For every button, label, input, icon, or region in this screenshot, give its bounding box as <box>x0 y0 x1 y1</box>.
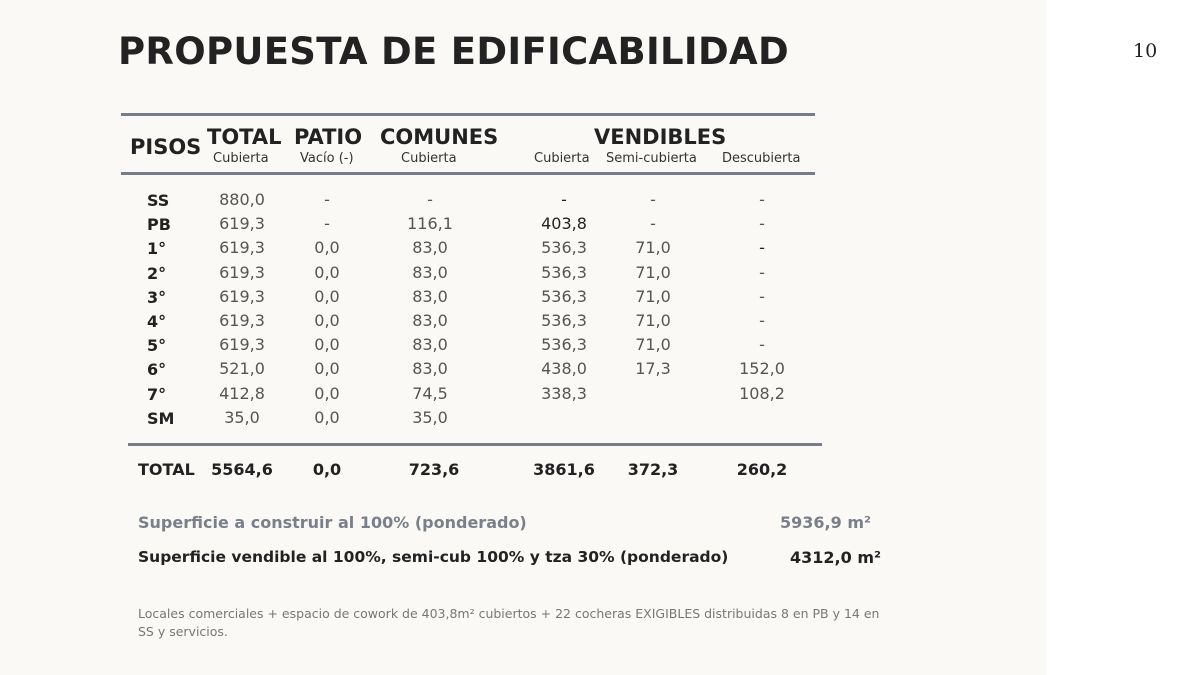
cell-vend-cubierta: 536,3 <box>541 287 587 306</box>
cell-vend-cubierta: 536,3 <box>541 238 587 257</box>
page-title: PROPUESTA DE EDIFICABILIDAD <box>118 30 789 73</box>
cell-vend-cubierta: 536,3 <box>541 263 587 282</box>
cell-patio: - <box>324 190 330 209</box>
cell-patio: 0,0 <box>314 335 340 354</box>
footnote: Locales comerciales + espacio de cowork … <box>138 606 880 639</box>
cell-vend-desc: - <box>759 214 765 233</box>
cell-vend-cubierta: 438,0 <box>541 359 587 378</box>
cell-patio: 0,0 <box>314 311 340 330</box>
cell-vend-desc: - <box>759 287 765 306</box>
totals-vend-semi: 372,3 <box>627 460 679 479</box>
header-vendibles-cubierta-sub: Cubierta <box>534 151 590 166</box>
header-vendibles-desc-sub: Descubierta <box>722 151 801 166</box>
row-floor-label: 5° <box>147 336 167 355</box>
row-floor-label: SM <box>147 409 175 428</box>
summary-vendible-value: 4312,0 m² <box>790 548 881 567</box>
cell-vend-desc: - <box>759 335 765 354</box>
header-comunes-sub: Cubierta <box>401 151 457 166</box>
cell-total: 35,0 <box>224 408 260 427</box>
row-floor-label: 4° <box>147 312 167 331</box>
cell-vend-semi: 17,3 <box>635 359 671 378</box>
cell-vend-desc: 152,0 <box>739 359 785 378</box>
totals-vend-cubierta: 3861,6 <box>533 460 595 479</box>
cell-patio: 0,0 <box>314 408 340 427</box>
cell-comunes: 83,0 <box>412 238 448 257</box>
cell-comunes: - <box>427 190 433 209</box>
cell-vend-semi: 71,0 <box>635 311 671 330</box>
totals-total: 5564,6 <box>211 460 273 479</box>
cell-comunes: 74,5 <box>412 384 448 403</box>
cell-patio: 0,0 <box>314 359 340 378</box>
summary-construir-value: 5936,9 m² <box>780 513 871 532</box>
table-header-rule <box>121 172 815 175</box>
summary-construir-label: Superficie a construir al 100% (ponderad… <box>138 513 527 532</box>
cell-patio: - <box>324 214 330 233</box>
cell-vend-desc: - <box>759 190 765 209</box>
cell-total: 619,3 <box>219 238 265 257</box>
table-top-rule <box>121 113 815 116</box>
cell-total: 619,3 <box>219 311 265 330</box>
row-floor-label: 3° <box>147 288 167 307</box>
cell-patio: 0,0 <box>314 287 340 306</box>
header-pisos: PISOS <box>130 135 202 159</box>
cell-vend-semi: - <box>650 190 656 209</box>
summary-vendible-label: Superficie vendible al 100%, semi-cub 10… <box>138 548 729 566</box>
cell-total: 619,3 <box>219 214 265 233</box>
cell-vend-semi: - <box>650 214 656 233</box>
totals-vend-desc: 260,2 <box>736 460 788 479</box>
table-bottom-rule <box>128 443 822 446</box>
cell-vend-cubierta: 536,3 <box>541 335 587 354</box>
cell-total: 412,8 <box>219 384 265 403</box>
header-total-sub: Cubierta <box>213 151 269 166</box>
row-floor-label: 6° <box>147 360 167 379</box>
cell-vend-desc: - <box>759 263 765 282</box>
cell-vend-cubierta: 338,3 <box>541 384 587 403</box>
cell-patio: 0,0 <box>314 238 340 257</box>
cell-vend-semi: 71,0 <box>635 263 671 282</box>
cell-comunes: 83,0 <box>412 263 448 282</box>
cell-patio: 0,0 <box>314 384 340 403</box>
cell-total: 619,3 <box>219 287 265 306</box>
cell-vend-desc: - <box>759 238 765 257</box>
cell-comunes: 35,0 <box>412 408 448 427</box>
header-vendibles-semi-sub: Semi-cubierta <box>606 151 697 166</box>
cell-comunes: 83,0 <box>412 311 448 330</box>
cell-comunes: 83,0 <box>412 359 448 378</box>
header-total: TOTAL <box>207 125 282 149</box>
cell-total: 619,3 <box>219 263 265 282</box>
header-patio-sub: Vacío (-) <box>300 151 354 166</box>
cell-patio: 0,0 <box>314 263 340 282</box>
cell-vend-desc: - <box>759 311 765 330</box>
cell-comunes: 83,0 <box>412 335 448 354</box>
cell-comunes: 116,1 <box>407 214 453 233</box>
header-vendibles: VENDIBLES <box>594 125 727 149</box>
cell-total: 880,0 <box>219 190 265 209</box>
row-floor-label: 1° <box>147 239 167 258</box>
cell-total: 521,0 <box>219 359 265 378</box>
cell-comunes: 83,0 <box>412 287 448 306</box>
row-floor-label: PB <box>147 215 171 234</box>
cell-vend-cubierta: 403,8 <box>541 214 587 233</box>
cell-vend-desc: 108,2 <box>739 384 785 403</box>
cell-vend-semi: 71,0 <box>635 335 671 354</box>
cell-vend-semi: 71,0 <box>635 238 671 257</box>
cell-vend-cubierta: - <box>561 190 567 209</box>
row-floor-label: SS <box>147 191 170 210</box>
cell-vend-cubierta: 536,3 <box>541 311 587 330</box>
cell-vend-semi: 71,0 <box>635 287 671 306</box>
totals-label: TOTAL <box>138 460 195 479</box>
cell-total: 619,3 <box>219 335 265 354</box>
row-floor-label: 7° <box>147 385 167 404</box>
header-patio: PATIO <box>294 125 363 149</box>
totals-comunes: 723,6 <box>408 460 460 479</box>
totals-patio: 0,0 <box>312 460 342 479</box>
slide: PROPUESTA DE EDIFICABILIDAD PISOS TOTAL … <box>118 30 881 639</box>
header-comunes: COMUNES <box>380 125 499 149</box>
page-number: 10 <box>1133 40 1158 62</box>
row-floor-label: 2° <box>147 264 167 283</box>
